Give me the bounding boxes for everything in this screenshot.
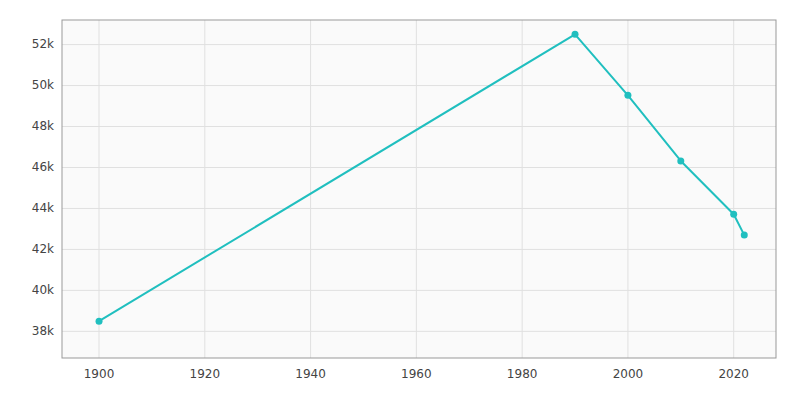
point (624, 92, 631, 99)
y-tick-label: 50k (32, 78, 54, 92)
x-grid-line (204, 20, 205, 358)
y-grid-line (62, 290, 776, 291)
plot-frame (62, 20, 776, 358)
chart: 38k 40k 42k 44k 46k 48k 50k 52k 1900 1920 1940 1960… (0, 0, 800, 400)
grid (62, 20, 776, 358)
y-tick-label: 46k (32, 160, 54, 174)
y-grid-line (62, 331, 776, 332)
x-grid-line (522, 20, 523, 358)
y-tick-label: 44k (32, 201, 54, 215)
x-tick-label: 2020 (718, 367, 749, 381)
y-tick-label: 52k (32, 37, 54, 51)
plot-area (62, 20, 776, 358)
y-grid-line (62, 167, 776, 168)
point (96, 318, 103, 325)
x-tick-label: 1960 (401, 367, 432, 381)
x-tick-label: 1920 (190, 367, 221, 381)
y-grid-line (62, 126, 776, 127)
y-tick-label: 40k (32, 283, 54, 297)
line (99, 34, 744, 321)
x-grid-line (627, 20, 628, 358)
x-grid-line (99, 20, 100, 358)
x-tick-label: 1940 (295, 367, 326, 381)
point (572, 31, 579, 38)
point (741, 232, 748, 239)
y-grid-line (62, 208, 776, 209)
point (677, 157, 684, 164)
y-grid-line (62, 85, 776, 86)
x-tick-label: 1900 (84, 367, 115, 381)
x-grid-line (733, 20, 734, 358)
point (730, 211, 737, 218)
y-grid-line (62, 44, 776, 45)
y-tick-label: 42k (32, 242, 54, 256)
tick-labels: 38k 40k 42k 44k 46k 48k 50k 52k 1900 1920 1940 1960… (32, 37, 749, 381)
y-tick-label: 48k (32, 119, 54, 133)
y-tick-label: 38k (32, 324, 54, 338)
x-tick-label: 1980 (507, 367, 538, 381)
x-grid-line (416, 20, 417, 358)
x-tick-label: 2000 (613, 367, 644, 381)
x-grid-line (310, 20, 311, 358)
series (96, 31, 748, 325)
y-grid-line (62, 249, 776, 250)
